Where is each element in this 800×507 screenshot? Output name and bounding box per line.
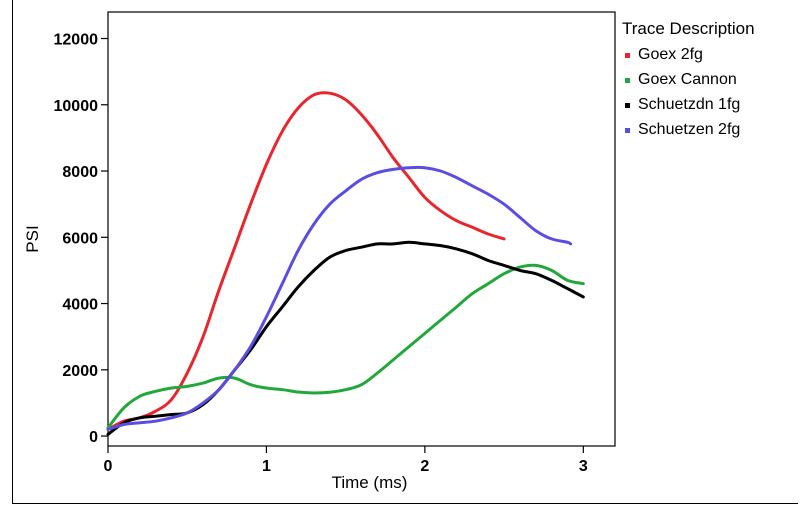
- y-tick-label: 4000: [62, 297, 98, 314]
- legend-label-goex-2fg: Goex 2fg: [638, 46, 703, 63]
- x-tick-label: 3: [579, 458, 588, 475]
- y-axis-title: PSI: [23, 225, 42, 252]
- legend-label-schuetzen-2fg: Schuetzen 2fg: [638, 121, 740, 138]
- y-tick-label: 8000: [62, 164, 98, 181]
- y-tick-label: 2000: [62, 363, 98, 380]
- legend-swatch-goex-2fg: [625, 53, 630, 58]
- legend-title: Trace Description: [622, 19, 755, 38]
- x-axis-title: Time (ms): [332, 473, 408, 492]
- y-tick-label: 12000: [54, 32, 99, 49]
- y-tick-label: 0: [89, 429, 98, 446]
- legend-swatch-schuetzen-2fg: [625, 128, 630, 133]
- legend-label-goex-cannon: Goex Cannon: [638, 71, 737, 88]
- x-tick-label: 0: [104, 458, 113, 475]
- y-tick-label: 10000: [54, 98, 99, 115]
- chart-frame: [12, 0, 798, 504]
- series-line-goex-cannon: [106, 263, 585, 430]
- series-line-goex-2fg: [106, 91, 506, 431]
- series-line-schuetzen-2fg: [106, 165, 573, 431]
- plot-area-border: [107, 11, 616, 447]
- legend-label-schuetzdn-1fg: Schuetzdn 1fg: [638, 96, 740, 113]
- x-tick-label: 2: [420, 458, 429, 475]
- legend-swatch-goex-cannon: [625, 78, 630, 83]
- x-tick-label: 1: [262, 458, 271, 475]
- y-tick-label: 6000: [62, 230, 98, 247]
- legend-swatch-schuetzdn-1fg: [625, 103, 630, 108]
